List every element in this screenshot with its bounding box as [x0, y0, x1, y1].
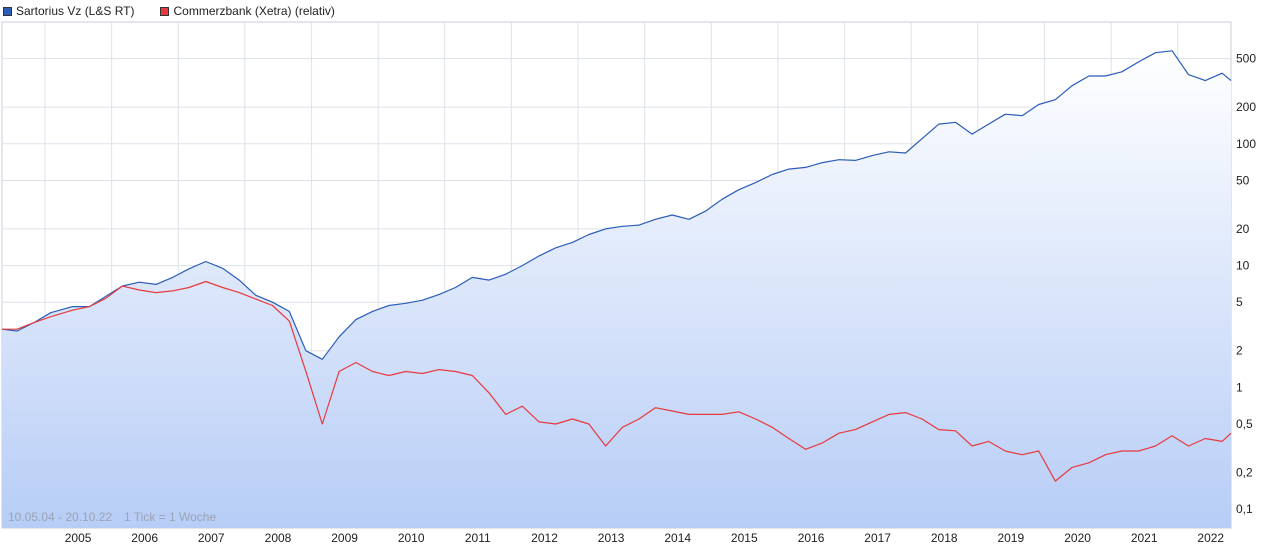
y-tick-label: 0,1: [1236, 502, 1253, 516]
legend-item-commerzbank[interactable]: Commerzbank (Xetra) (relativ): [160, 4, 335, 18]
y-tick-label: 200: [1236, 100, 1256, 114]
x-tick-label: 2009: [331, 531, 358, 545]
legend-swatch-commerzbank: [160, 6, 170, 16]
x-tick-label: 2022: [1197, 531, 1224, 545]
x-tick-label: 2010: [398, 531, 425, 545]
y-tick-label: 500: [1236, 52, 1256, 66]
y-tick-label: 20: [1236, 222, 1250, 236]
x-tick-label: 2007: [198, 531, 225, 545]
x-tick-label: 2016: [798, 531, 825, 545]
x-tick-label: 2013: [598, 531, 625, 545]
legend-label-sartorius: Sartorius Vz (L&S RT): [16, 4, 135, 18]
x-axis-tick-labels: 2005 2006 2007 2008 2009 2010 2011 2012 2013 2014…: [65, 531, 1225, 545]
date-range-label: 10.05.04 - 20.10.22: [8, 510, 112, 524]
y-tick-label: 100: [1236, 137, 1256, 151]
y-tick-label: 0,2: [1236, 465, 1253, 479]
y-tick-label: 10: [1236, 259, 1250, 273]
x-tick-label: 2011: [465, 531, 491, 545]
x-tick-label: 2020: [1064, 531, 1091, 545]
x-tick-label: 2014: [664, 531, 691, 545]
x-tick-label: 2021: [1131, 531, 1158, 545]
y-tick-label: 50: [1236, 173, 1250, 187]
x-tick-label: 2008: [265, 531, 292, 545]
legend: Sartorius Vz (L&S RT) Commerzbank (Xetra…: [3, 3, 361, 19]
y-tick-label: 2: [1236, 344, 1243, 358]
x-tick-label: 2015: [731, 531, 758, 545]
series-lines: [1, 50, 1232, 482]
y-tick-label: 0,5: [1236, 417, 1253, 431]
series-area-fill: [2, 50, 1231, 529]
x-tick-label: 2017: [864, 531, 891, 545]
y-tick-label: 5: [1236, 295, 1243, 309]
series-line-sartorius: [1, 50, 1232, 360]
legend-label-commerzbank: Commerzbank (Xetra) (relativ): [173, 4, 335, 18]
series-line-commerzbank: [2, 280, 1232, 482]
x-tick-label: 2018: [931, 531, 958, 545]
x-tick-label: 2019: [997, 531, 1024, 545]
legend-item-sartorius[interactable]: Sartorius Vz (L&S RT): [3, 4, 134, 18]
y-tick-label: 1: [1236, 380, 1243, 394]
x-tick-label: 2005: [65, 531, 92, 545]
x-tick-label: 2006: [131, 531, 158, 545]
legend-swatch-sartorius: [3, 6, 12, 16]
tick-note: 1 Tick = 1 Woche: [124, 510, 216, 524]
y-axis-tick-labels: 500 200 100 50 20 10 5 2 1 0,5 0,2 0,1: [1236, 52, 1256, 516]
x-tick-label: 2012: [531, 531, 558, 545]
